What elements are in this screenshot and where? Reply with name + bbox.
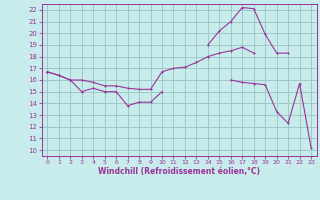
X-axis label: Windchill (Refroidissement éolien,°C): Windchill (Refroidissement éolien,°C) xyxy=(98,167,260,176)
